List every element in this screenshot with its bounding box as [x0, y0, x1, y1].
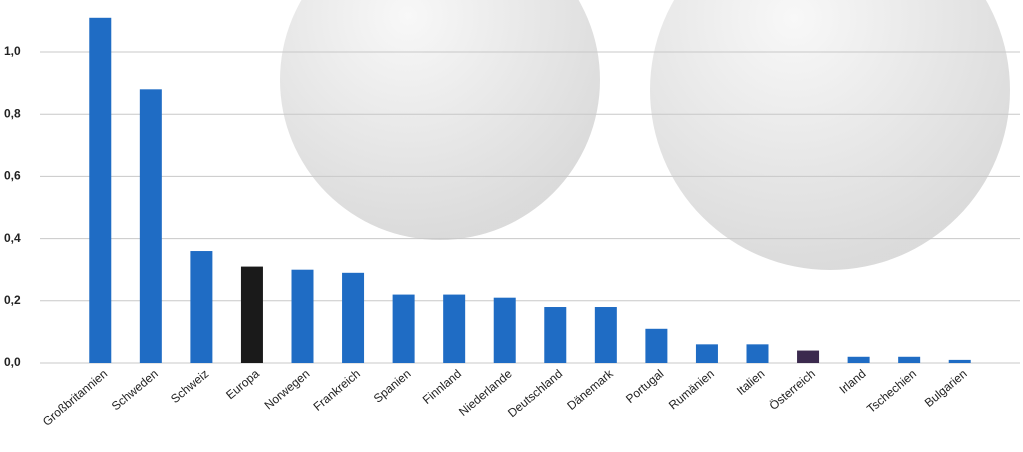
- x-tick-label: Bulgarien: [922, 367, 970, 410]
- bar: [948, 359, 971, 363]
- x-tick-label: Portugal: [623, 367, 666, 406]
- bar: [240, 266, 263, 363]
- bar: [898, 356, 921, 363]
- x-tick-label: Norwegen: [262, 367, 313, 413]
- y-tick-label: 0,6: [4, 169, 21, 183]
- x-tick-label: Spanien: [371, 367, 414, 406]
- bar: [645, 328, 668, 363]
- y-tick-label: 0,2: [4, 293, 21, 307]
- bar: [291, 269, 314, 363]
- bar: [544, 307, 567, 363]
- x-tick-label: Irland: [837, 367, 869, 397]
- y-tick-label: 1,0: [4, 44, 21, 58]
- x-tick-label: Deutschland: [505, 367, 565, 421]
- bar: [342, 272, 365, 363]
- y-tick-label: 0,0: [4, 355, 21, 369]
- x-tick-label: Finnland: [420, 367, 464, 407]
- x-tick-label: Dänemark: [564, 366, 616, 413]
- x-tick-label: Großbritannien: [40, 367, 110, 429]
- x-tick-label: Italien: [734, 367, 768, 398]
- bar: [190, 251, 213, 363]
- x-tick-label: Schweiz: [168, 367, 211, 406]
- background-sphere: [650, 0, 1010, 270]
- x-tick-label: Rumänien: [666, 367, 717, 413]
- bar: [443, 294, 466, 363]
- bar: [392, 294, 415, 363]
- x-tick-label: Frankreich: [311, 367, 363, 414]
- bar: [847, 356, 870, 363]
- y-tick-label: 0,4: [4, 231, 21, 245]
- x-tick-label: Europa: [223, 366, 262, 402]
- bar: [89, 17, 112, 363]
- bar: [594, 307, 617, 363]
- bar: [493, 297, 516, 363]
- bar: [695, 344, 718, 363]
- bar: [797, 350, 820, 363]
- x-tick-label: Tschechien: [864, 367, 919, 416]
- x-tick-label: Österreich: [767, 367, 818, 413]
- y-tick-label: 0,8: [4, 106, 21, 120]
- background-sphere: [280, 0, 600, 240]
- bar: [746, 344, 769, 363]
- x-tick-label: Schweden: [109, 367, 161, 414]
- bar: [139, 89, 162, 363]
